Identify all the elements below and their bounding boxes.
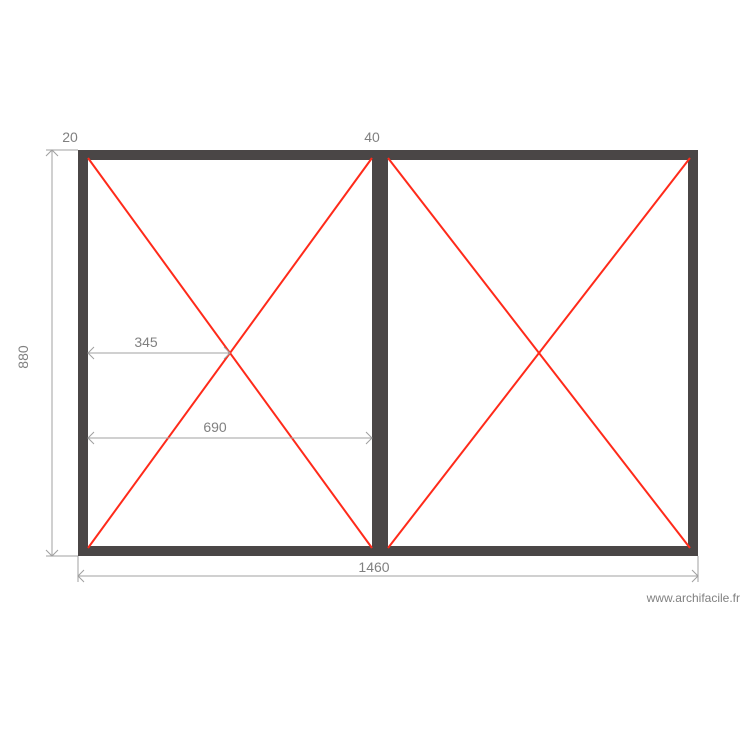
label-20: 20	[62, 129, 78, 145]
label-40: 40	[364, 129, 380, 145]
dim-1460-label: 1460	[358, 559, 389, 575]
credit-text: www.archifacile.fr	[646, 591, 740, 605]
dim-height-label: 880	[15, 345, 31, 369]
floorplan-diagram: 880 345 690 1460 20 40 www.archifacile.f…	[0, 0, 750, 750]
center-mullion	[372, 160, 388, 546]
dim-height	[46, 150, 78, 556]
dim-345-label: 345	[134, 334, 158, 350]
dim-690-label: 690	[203, 419, 227, 435]
